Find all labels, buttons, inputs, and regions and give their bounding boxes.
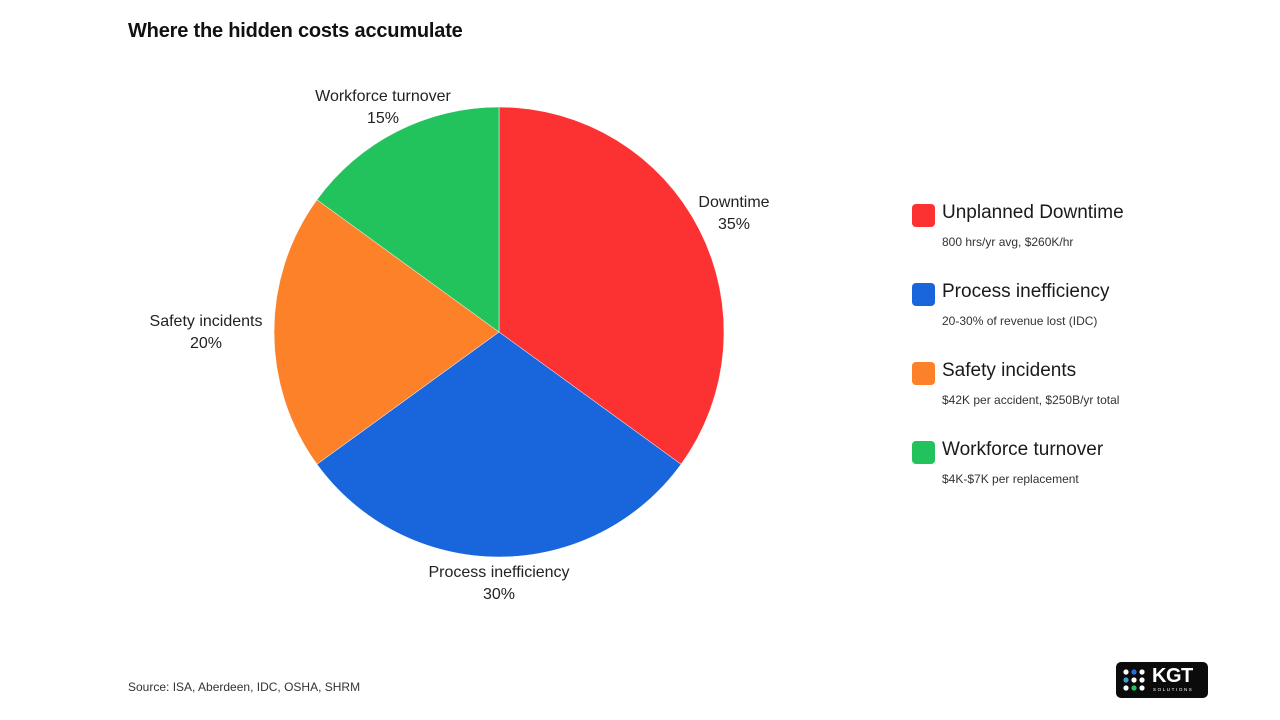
pie-slice-downtime: [498, 106, 725, 465]
slice-label: Process inefficiency 30%: [428, 562, 569, 606]
slice-label: Safety incidents 20%: [150, 311, 263, 355]
legend-subtitle: $4K-$7K per replacement: [942, 472, 1079, 486]
chart-title: Where the hidden costs accumulate: [128, 20, 463, 42]
legend-title: Safety incidents: [942, 360, 1077, 381]
slice-label-percent: 30%: [482, 586, 516, 603]
legend-swatch-orange: [912, 362, 935, 385]
legend-swatch-red: [912, 204, 935, 227]
slice-label-percent: 15%: [366, 110, 400, 127]
legend-subtitle: 20-30% of revenue lost (IDC): [942, 314, 1098, 328]
slice-label-name: Process inefficiency: [428, 564, 570, 581]
slice-label-name: Workforce turnover: [315, 88, 451, 105]
legend-title: Process inefficiency: [942, 281, 1110, 302]
source-note: Source: ISA, Aberdeen, IDC, OSHA, SHRM: [128, 680, 361, 694]
pie-slice-process-inefficiency: [316, 331, 682, 558]
slice-label: Workforce turnover 15%: [315, 86, 451, 130]
pie-slice-workforce-turnover: [316, 106, 500, 333]
slice-label-percent: 20%: [189, 335, 223, 352]
slice-label-name: Safety incidents: [149, 313, 263, 330]
legend-subtitle: $42K per accident, $250B/yr total: [942, 393, 1120, 407]
legend-title: Workforce turnover: [942, 439, 1104, 460]
slice-label-name: Downtime: [698, 194, 770, 211]
logo-subtitle: SOLUTIONS: [1153, 687, 1194, 692]
logo-dots-icon: [1123, 669, 1145, 691]
slice-label-percent: 35%: [717, 216, 751, 233]
logo-wordmark: KGT: [1152, 665, 1193, 687]
legend-subtitle: 800 hrs/yr avg, $260K/hr: [942, 235, 1074, 249]
legend-title: Unplanned Downtime: [942, 202, 1124, 223]
pie-slice-safety-incidents: [273, 199, 500, 465]
slice-label: Downtime 35%: [698, 192, 769, 236]
legend-swatch-blue: [912, 283, 935, 306]
legend-swatch-green: [912, 441, 935, 464]
kgt-logo: KGT SOLUTIONS: [1116, 662, 1208, 698]
